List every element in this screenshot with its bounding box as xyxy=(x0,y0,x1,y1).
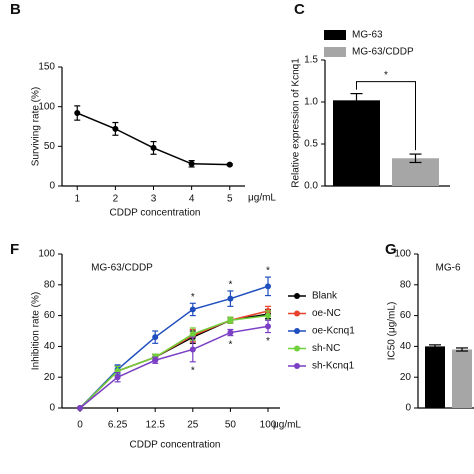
y-tick-label: 80 xyxy=(44,279,56,290)
legend-swatch xyxy=(324,47,346,57)
y-tick-label: 0.5 xyxy=(304,139,318,150)
y-tick-label: 1.0 xyxy=(304,97,318,108)
data-point xyxy=(265,312,271,319)
x-tick-label: 4 xyxy=(189,194,195,205)
legend-label: sh-NC xyxy=(312,343,340,354)
data-point xyxy=(189,306,196,313)
significance-mark: * xyxy=(228,280,232,291)
y-tick-label: 60 xyxy=(44,310,56,321)
data-point xyxy=(227,317,234,324)
y-axis-label: IC50 (μg/mL) xyxy=(387,302,398,361)
bar xyxy=(425,346,445,408)
panel-label: G xyxy=(385,241,397,258)
x-tick-label: 5 xyxy=(227,194,233,205)
chart-title: MG-63/CDDP xyxy=(91,263,153,274)
y-tick-label: 20 xyxy=(400,372,412,383)
y-tick-label: 0 xyxy=(405,403,411,414)
legend-marker xyxy=(294,293,300,299)
x-tick-label: 3 xyxy=(151,194,157,205)
x-tick-label: 0 xyxy=(77,420,83,431)
panel-label: F xyxy=(10,241,19,258)
data-point xyxy=(74,110,81,117)
y-tick-label: 50 xyxy=(44,141,56,152)
x-tick-label: 2 xyxy=(113,194,119,205)
legend-marker xyxy=(294,345,300,352)
significance-mark: * xyxy=(228,339,232,350)
y-axis-label: Relative expression of Kcnq1 xyxy=(291,58,302,188)
y-tick-label: 100 xyxy=(394,249,411,260)
x-unit: μg/mL xyxy=(248,193,276,204)
y-tick-label: 60 xyxy=(400,310,412,321)
panel-label: B xyxy=(10,1,21,18)
data-point xyxy=(265,323,271,330)
data-point xyxy=(227,295,234,302)
y-tick-label: 100 xyxy=(38,101,55,112)
legend-marker xyxy=(294,363,300,369)
legend-marker xyxy=(294,310,300,317)
series-line xyxy=(79,313,269,409)
legend-label: oe-NC xyxy=(312,308,341,319)
x-tick-label: 12.5 xyxy=(145,420,165,431)
legend-label: oe-Kcnq1 xyxy=(312,326,355,337)
y-tick-label: 40 xyxy=(400,341,412,352)
data-point xyxy=(226,161,233,168)
significance-mark: * xyxy=(266,336,270,347)
series-line xyxy=(79,325,269,409)
data-point xyxy=(152,334,159,341)
data-point xyxy=(188,160,195,167)
series-line xyxy=(79,314,269,409)
y-tick-label: 100 xyxy=(38,249,55,260)
y-axis-label: Surviving rate (%) xyxy=(31,87,42,166)
data-point xyxy=(152,357,159,364)
x-tick-label: 100 xyxy=(260,420,277,431)
x-axis-label: CDDP concentration xyxy=(110,208,201,219)
x-tick-label: 25 xyxy=(187,420,199,431)
data-point xyxy=(189,331,196,338)
data-point xyxy=(114,374,121,381)
y-tick-label: 20 xyxy=(44,372,56,383)
panel-label: C xyxy=(294,1,305,18)
y-tick-label: 80 xyxy=(400,279,412,290)
x-unit: μg/mL xyxy=(273,420,301,431)
bar xyxy=(452,349,472,408)
x-tick-label: 6.25 xyxy=(108,420,128,431)
bar xyxy=(333,100,380,186)
significance-mark: * xyxy=(191,365,195,376)
y-tick-label: 0 xyxy=(49,403,55,414)
legend-swatch xyxy=(324,30,346,40)
legend-label: MG-63/CDDP xyxy=(352,47,414,58)
series-line xyxy=(76,112,230,166)
x-axis-label: CDDP concentration xyxy=(130,440,221,451)
y-tick-label: 40 xyxy=(44,341,56,352)
data-point xyxy=(77,405,83,411)
data-point xyxy=(265,283,271,290)
series-line xyxy=(79,285,269,409)
series-line xyxy=(79,310,269,409)
significance-mark: * xyxy=(266,266,270,277)
significance-mark: * xyxy=(384,70,388,81)
x-tick-label: 50 xyxy=(225,420,237,431)
legend-label: Blank xyxy=(312,291,338,302)
data-point xyxy=(227,329,234,336)
significance-bracket xyxy=(356,81,416,151)
chart-title: MG-6 xyxy=(436,263,461,274)
y-tick-label: 0 xyxy=(49,181,55,192)
significance-mark: * xyxy=(191,292,195,303)
x-tick-label: 1 xyxy=(74,194,80,205)
data-point xyxy=(189,346,196,353)
data-point xyxy=(112,125,119,132)
legend-marker xyxy=(294,328,300,334)
y-tick-label: 1.5 xyxy=(304,55,318,66)
legend-label: MG-63 xyxy=(352,30,383,41)
legend-label: sh-Kcnq1 xyxy=(312,361,355,372)
y-axis-label: Inhibition rate (%) xyxy=(31,292,42,370)
data-point xyxy=(150,144,157,151)
y-tick-label: 0.0 xyxy=(304,181,318,192)
y-tick-label: 150 xyxy=(38,62,55,73)
